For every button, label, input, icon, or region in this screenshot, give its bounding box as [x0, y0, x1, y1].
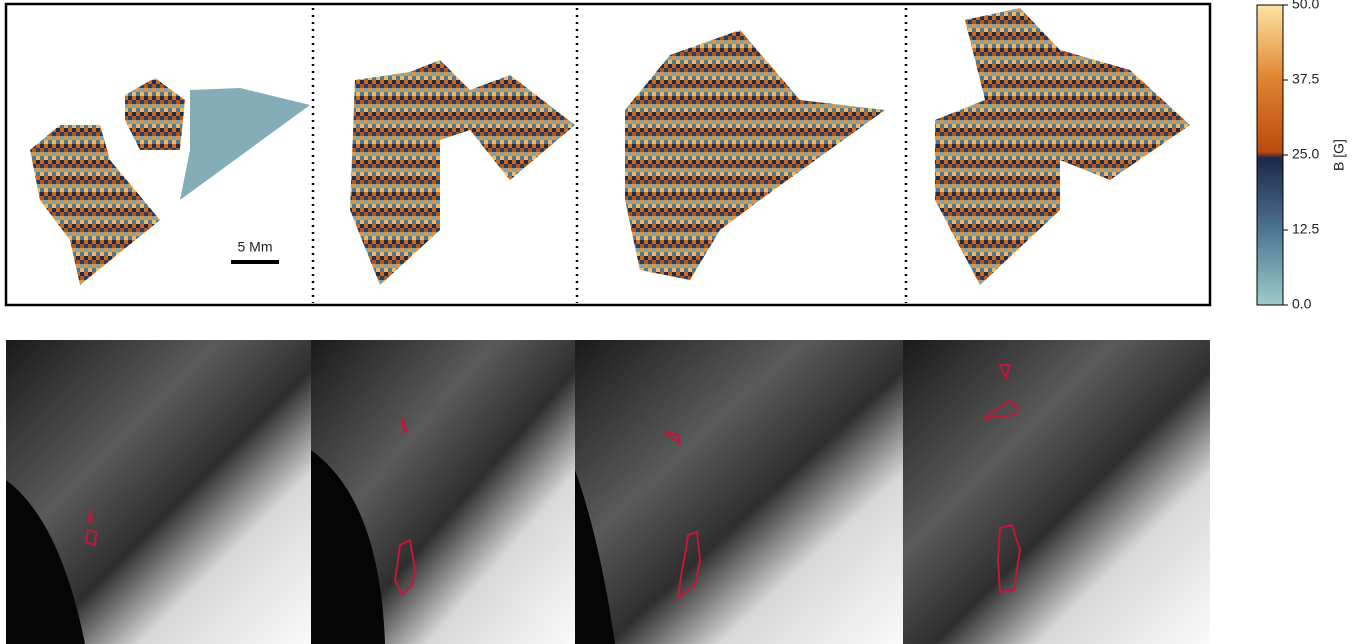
colorbar-tick-label: 0.0 [1292, 296, 1312, 312]
heatmap-panel: 5 Mm [4, 2, 1212, 307]
image-panels [6, 340, 1210, 644]
colorbar-tick-label: 50.0 [1292, 0, 1319, 12]
scale-bar-label: 5 Mm [238, 239, 273, 255]
colorbar [1256, 4, 1284, 306]
colorbar-label: B [G] [1331, 139, 1347, 171]
colorbar-tick-label: 25.0 [1292, 146, 1319, 162]
colorbar-tick-label: 12.5 [1292, 221, 1319, 237]
colorbar-tick-label: 37.5 [1292, 71, 1319, 87]
